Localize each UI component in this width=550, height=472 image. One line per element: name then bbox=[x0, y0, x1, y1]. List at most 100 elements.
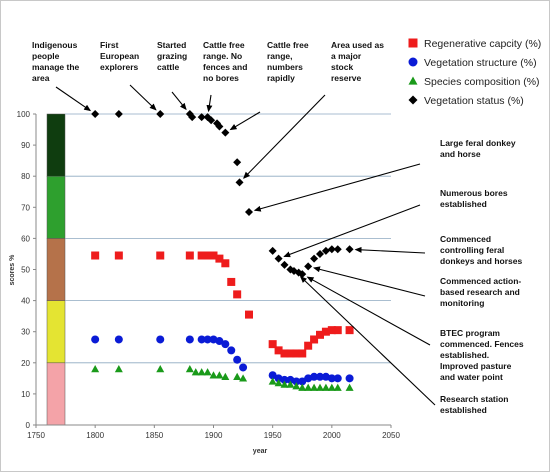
annotations: Indigenous people manage the area First Europ… bbox=[32, 40, 524, 415]
y-tick-label: 10 bbox=[21, 390, 30, 399]
data-point bbox=[310, 335, 319, 344]
y-tick-label: 20 bbox=[21, 359, 30, 368]
x-tick-label: 1950 bbox=[264, 431, 282, 440]
data-point bbox=[233, 158, 242, 167]
annotation-text: Started grazing cattle bbox=[157, 40, 187, 72]
data-point bbox=[274, 379, 283, 387]
score-band bbox=[46, 238, 66, 301]
data-point bbox=[185, 335, 194, 344]
x-tick-label: 2050 bbox=[382, 431, 400, 440]
y-tick-label: 70 bbox=[21, 203, 30, 212]
data-point bbox=[233, 290, 242, 299]
data-point bbox=[207, 116, 216, 125]
data-point bbox=[91, 365, 100, 373]
legend-label: Vegetation structure (%) bbox=[424, 57, 537, 69]
axes bbox=[33, 113, 392, 428]
annotation-text: Research station established bbox=[440, 394, 509, 415]
data-point bbox=[321, 327, 330, 336]
data-point bbox=[316, 330, 324, 339]
y-tick-label: 0 bbox=[26, 421, 31, 430]
data-point bbox=[327, 245, 336, 254]
data-point bbox=[268, 246, 277, 255]
legend-label: Regenerative capcity (%) bbox=[424, 38, 541, 50]
annotation: BTEC program commenced. Fences established… bbox=[440, 328, 524, 382]
annotation-text: Commenced controlling feral donkeys and ho… bbox=[440, 234, 522, 266]
x-axis-label: year bbox=[253, 448, 268, 455]
data-point bbox=[235, 178, 244, 187]
annotation-arrows bbox=[55, 84, 436, 406]
annotation: Large feral donkey and horse bbox=[440, 138, 516, 159]
data-point bbox=[286, 380, 295, 388]
data-point bbox=[221, 259, 230, 268]
annotation-text: First European explorers bbox=[100, 40, 139, 72]
data-point bbox=[185, 365, 194, 373]
y-tick-label: 40 bbox=[21, 297, 30, 306]
annotation: Commenced controlling feral donkeys and ho… bbox=[440, 234, 522, 266]
y-tick-label: 90 bbox=[21, 141, 30, 150]
x-tick-label: 1750 bbox=[27, 431, 45, 440]
data-point bbox=[304, 383, 313, 391]
data-point bbox=[245, 207, 253, 216]
annotation: First European explorers bbox=[100, 40, 139, 72]
data-point bbox=[310, 383, 319, 391]
data-point bbox=[292, 377, 301, 386]
y-tick-label: 30 bbox=[21, 328, 30, 337]
annotation-arrow bbox=[129, 84, 157, 111]
data-point bbox=[274, 254, 283, 263]
annotation: Indigenous people manage the area bbox=[32, 40, 80, 83]
score-band bbox=[46, 175, 66, 239]
data-point bbox=[298, 383, 307, 391]
annotation-text: Cattle free range. No fences and no bores bbox=[203, 40, 247, 83]
annotation: Area used as a major stock reserve bbox=[331, 40, 384, 83]
data-point bbox=[91, 335, 100, 344]
x-tick-label: 1850 bbox=[145, 431, 163, 440]
data-point bbox=[304, 262, 313, 271]
annotation-arrow bbox=[243, 94, 326, 179]
data-point bbox=[221, 340, 230, 349]
annotation-arrow bbox=[283, 204, 421, 258]
series-triangle bbox=[91, 365, 354, 391]
annotation: Research station established bbox=[440, 394, 509, 415]
legend: Regenerative capcity (%) Vegetation struc… bbox=[408, 38, 541, 107]
data-point bbox=[188, 113, 197, 122]
y-tick-label: 50 bbox=[21, 266, 30, 275]
data-point bbox=[292, 382, 301, 390]
data-point bbox=[203, 335, 212, 344]
annotation: Cattle free range. No fences and no bores bbox=[203, 40, 247, 83]
data-point bbox=[197, 335, 206, 344]
annotation-arrow bbox=[206, 94, 213, 113]
data-point bbox=[327, 374, 336, 383]
data-point bbox=[316, 383, 324, 391]
annotation-arrow bbox=[354, 246, 426, 254]
legend-marker bbox=[408, 76, 418, 85]
data-point bbox=[221, 128, 230, 137]
data-point bbox=[215, 122, 224, 131]
legend-marker bbox=[408, 95, 418, 105]
data-points bbox=[91, 110, 354, 391]
annotation-text: Numerous bores established bbox=[440, 188, 508, 209]
data-point bbox=[114, 251, 123, 260]
data-point bbox=[239, 374, 248, 382]
data-point bbox=[239, 363, 248, 372]
data-point bbox=[333, 245, 342, 254]
data-point bbox=[156, 365, 165, 373]
annotation-text: Indigenous people manage the area bbox=[32, 40, 80, 83]
data-point bbox=[327, 383, 336, 391]
data-point bbox=[321, 246, 330, 255]
data-point bbox=[298, 349, 307, 358]
y-tick-label: 100 bbox=[17, 110, 31, 119]
legend-label: Species composition (%) bbox=[424, 76, 540, 88]
data-point bbox=[114, 335, 123, 344]
data-point bbox=[91, 251, 100, 260]
annotation: Numerous bores established bbox=[440, 188, 508, 209]
data-point bbox=[333, 374, 342, 383]
data-point bbox=[114, 110, 123, 118]
data-point bbox=[156, 110, 165, 118]
data-point bbox=[197, 368, 206, 376]
data-point bbox=[268, 340, 277, 349]
data-point bbox=[156, 335, 165, 344]
data-point bbox=[233, 372, 242, 380]
data-point bbox=[197, 113, 206, 122]
data-point bbox=[345, 245, 354, 254]
